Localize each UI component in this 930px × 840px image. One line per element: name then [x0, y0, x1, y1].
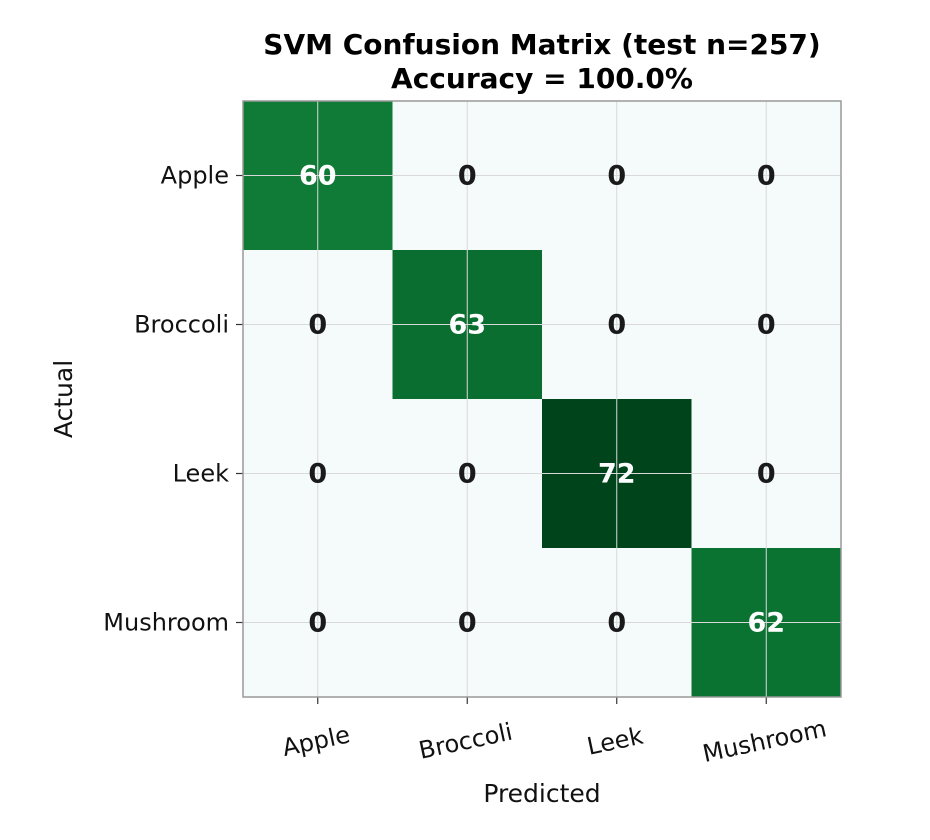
cell-value-label: 62 [747, 608, 785, 639]
x-axis-label: Predicted [483, 779, 600, 808]
y-axis-ticks: Apple Broccoli Leek Mushroom [103, 162, 243, 637]
cell-value-label: 63 [448, 310, 486, 341]
x-tick-label: Mushroom [700, 714, 829, 768]
cell-value-label: 0 [308, 608, 327, 639]
y-tick-label: Broccoli [134, 311, 229, 339]
cell-value-label: 0 [308, 310, 327, 341]
heatmap-value-labels: 60 0 0 0 0 63 0 0 0 0 72 0 0 0 0 62 [299, 161, 785, 639]
x-tick-label: Leek [585, 722, 646, 761]
cell-value-label: 0 [607, 161, 626, 192]
cell-value-label: 0 [607, 310, 626, 341]
x-axis-ticks: Apple Broccoli Leek Mushroom [280, 697, 829, 768]
y-tick-label: Apple [161, 162, 229, 190]
cell-value-label: 0 [607, 608, 626, 639]
chart-subtitle: Accuracy = 100.0% [391, 62, 693, 95]
cell-value-label: 72 [598, 459, 636, 490]
x-tick-label: Broccoli [416, 718, 515, 765]
cell-value-label: 0 [308, 459, 327, 490]
y-tick-label: Mushroom [103, 609, 229, 637]
cell-value-label: 0 [757, 459, 776, 490]
cell-value-label: 60 [299, 161, 337, 192]
cell-value-label: 0 [458, 459, 477, 490]
y-axis-label: Actual [49, 360, 78, 438]
cell-value-label: 0 [458, 608, 477, 639]
cell-value-label: 0 [757, 310, 776, 341]
chart-title: SVM Confusion Matrix (test n=257) [263, 28, 820, 61]
x-tick-label: Apple [280, 720, 353, 762]
heatmap-grid [243, 101, 841, 697]
cell-value-label: 0 [458, 161, 477, 192]
y-tick-label: Leek [173, 460, 229, 488]
cell-value-label: 0 [757, 161, 776, 192]
plot-frame [242, 100, 842, 698]
